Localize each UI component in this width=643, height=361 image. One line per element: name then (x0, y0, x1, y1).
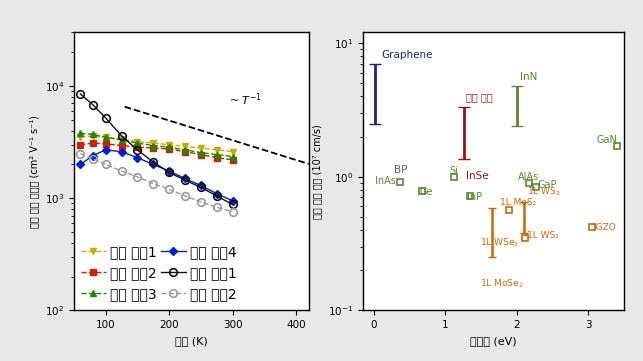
Text: InN: InN (520, 72, 538, 82)
Legend: 신규 소자1, 신규 소자2, 신규 소자3, 신규 소자4, 기존 소자1, 기존 소자2: 신규 소자1, 신규 소자2, 신규 소자3, 신규 소자4, 기존 소자1, … (81, 245, 237, 301)
Text: Ge: Ge (420, 187, 433, 197)
Y-axis label: 전자 포화 속도 (10⁷ cm/s): 전자 포화 속도 (10⁷ cm/s) (312, 124, 323, 219)
Text: InSe: InSe (466, 171, 489, 181)
Text: 1L MoSe$_2$: 1L MoSe$_2$ (480, 278, 523, 291)
Text: 1L WS₂: 1L WS₂ (527, 231, 559, 240)
Text: ~ $T^{-1}$: ~ $T^{-1}$ (230, 92, 262, 108)
Text: 1L MoS₂: 1L MoS₂ (500, 197, 536, 206)
Text: 1L WSe$_2$: 1L WSe$_2$ (480, 236, 519, 249)
Text: AlAs: AlAs (518, 172, 539, 182)
Text: IGZO: IGZO (593, 223, 616, 232)
Text: 1L WS$_2$: 1L WS$_2$ (527, 186, 561, 198)
X-axis label: 온도 (K): 온도 (K) (175, 336, 208, 346)
Text: Graphene: Graphene (381, 50, 433, 60)
Text: BP: BP (394, 165, 408, 175)
Text: GaN: GaN (597, 135, 617, 145)
X-axis label: 밴드곭 (eV): 밴드곭 (eV) (470, 336, 517, 346)
Text: InAs: InAs (375, 176, 395, 186)
Y-axis label: 전계 효과 이동도 (cm² V⁻¹ s⁻¹): 전계 효과 이동도 (cm² V⁻¹ s⁻¹) (29, 115, 39, 228)
Text: GaP: GaP (538, 179, 557, 190)
Text: InP: InP (467, 192, 482, 202)
Text: 신규 소자: 신규 소자 (466, 92, 493, 103)
Text: Si: Si (449, 166, 458, 176)
